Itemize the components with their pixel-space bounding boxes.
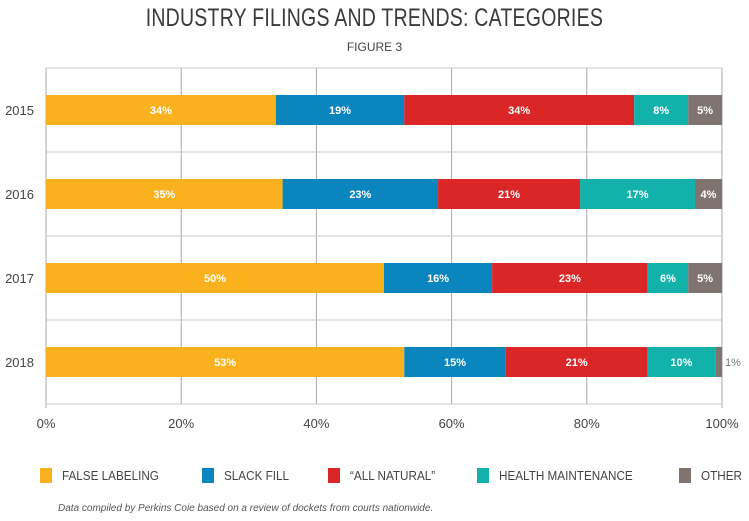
chart-title: INDUSTRY FILINGS AND TRENDS: CATEGORIES (145, 4, 604, 32)
legend-swatch (476, 467, 489, 483)
legend-swatch (679, 467, 692, 483)
bars (46, 95, 722, 377)
data-label: 50% (204, 273, 226, 285)
x-tick-label: 60% (439, 416, 465, 431)
legend-label: OTHER (701, 467, 743, 483)
legend-item: HEALTH MAINTENANCE (476, 467, 648, 483)
data-label: 10% (670, 357, 692, 369)
legend-swatch (201, 467, 214, 483)
x-axis-ticks: 0% 20% 40% 60% 80% 100% (37, 416, 739, 431)
data-label: 8% (653, 105, 669, 117)
category-label: 2018 (5, 355, 34, 370)
data-label: 1% (725, 357, 741, 369)
bar-segment (505, 347, 648, 377)
data-label: 34% (150, 105, 172, 117)
data-label: 5% (697, 273, 713, 285)
category-label: 2016 (5, 187, 34, 202)
category-label: 2015 (5, 103, 34, 118)
x-tick-label: 80% (574, 416, 600, 431)
chart-plot: 34% 19% 34% 8% 5% 35% 23% 21% 17% 4% 50% 16% 23% 6% 5%… (5, 67, 741, 431)
bar-segment (492, 263, 648, 293)
bar-segment (647, 263, 689, 293)
source-note: Data compiled by Perkins Coie based on a… (58, 503, 434, 514)
x-tick-label: 20% (168, 416, 194, 431)
legend: FALSE LABELING SLACK FILL “ALL NATURAL” HEA… (40, 466, 749, 484)
x-tick-label: 0% (37, 416, 56, 431)
legend-swatch (40, 467, 52, 483)
legend-item: SLACK FILL (201, 467, 296, 483)
bar-segment (715, 347, 722, 377)
bar-segment (46, 95, 276, 125)
category-label: 2017 (5, 271, 34, 286)
data-label: 21% (498, 189, 520, 201)
legend-item: OTHER (679, 467, 747, 483)
data-label: 6% (660, 273, 676, 285)
data-label: 34% (508, 105, 530, 117)
legend-label: “ALL NATURAL” (349, 467, 436, 483)
legend-swatch (327, 467, 340, 483)
bar-segment (46, 347, 405, 377)
bar-segment (634, 95, 689, 125)
bar-segment (46, 179, 283, 209)
bar-segment (694, 179, 722, 209)
data-label: 4% (701, 189, 717, 201)
bar-segment (438, 179, 581, 209)
bar-segment (580, 179, 695, 209)
data-label: 17% (626, 189, 648, 201)
data-label: 21% (566, 357, 588, 369)
data-label: 23% (349, 189, 371, 201)
legend-item: “ALL NATURAL” (327, 467, 445, 483)
data-label: 53% (214, 357, 236, 369)
bar-segment (46, 263, 384, 293)
legend-label: FALSE LABELING (62, 467, 159, 483)
bar-segment (275, 95, 405, 125)
x-tick-label: 40% (303, 416, 329, 431)
data-label: 35% (153, 189, 175, 201)
bar-segment (688, 263, 722, 293)
bar-segment (647, 347, 716, 377)
data-label: 23% (559, 273, 581, 285)
bar-segment (282, 179, 439, 209)
bar-labels: 34% 19% 34% 8% 5% 35% 23% 21% 17% 4% 50% 16% 23% 6% 5%… (150, 105, 741, 369)
data-label: 16% (427, 273, 449, 285)
data-label: 5% (697, 105, 713, 117)
legend-label: HEALTH MAINTENANCE (498, 467, 633, 483)
x-tick-label: 100% (705, 416, 739, 431)
category-labels: 2015 2016 2017 2018 (5, 103, 34, 370)
bar-segment (688, 95, 722, 125)
bar-segment (404, 347, 506, 377)
data-label: 15% (444, 357, 466, 369)
chart-subtitle: FIGURE 3 (346, 40, 403, 54)
bar-segment (404, 95, 635, 125)
legend-label: SLACK FILL (223, 467, 289, 483)
data-label: 19% (329, 105, 351, 117)
bar-segment (384, 263, 493, 293)
legend-item: FALSE LABELING (40, 467, 170, 483)
